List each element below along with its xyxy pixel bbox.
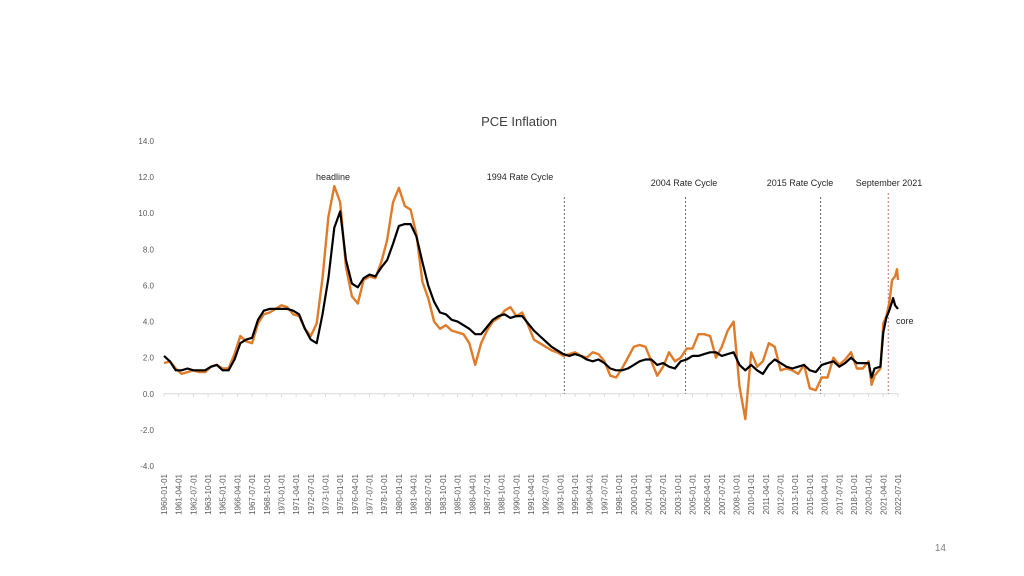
x-tick-label: 2002-07-01	[659, 473, 668, 514]
x-tick-label: 2010-01-01	[747, 473, 756, 514]
x-tick-label: 1963-10-01	[204, 473, 213, 514]
annotations: headline 1994 Rate Cycle 2004 Rate Cycle…	[316, 172, 922, 326]
y-tick-label: -2.0	[140, 426, 154, 435]
x-tick-label: 2017-07-01	[835, 473, 844, 514]
x-tick-label: 1981-04-01	[410, 473, 419, 514]
x-tick-label: 1968-10-01	[263, 473, 272, 514]
core-series-line	[163, 210, 899, 379]
x-tick-label: 1975-01-01	[336, 473, 345, 514]
x-tick-label: 2000-01-01	[630, 473, 639, 514]
x-tick-label: 1976-04-01	[351, 473, 360, 514]
x-tick-label: 1980-01-01	[395, 473, 404, 514]
x-tick-label: 2021-04-01	[879, 473, 888, 514]
x-tick-label: 2008-10-01	[733, 473, 742, 514]
x-tick-label: 1991-04-01	[527, 473, 536, 514]
x-tick-label: 1997-07-01	[600, 473, 609, 514]
x-tick-label: 2007-07-01	[718, 473, 727, 514]
x-tick-label: 1961-04-01	[175, 473, 184, 514]
x-tick-label: 1967-07-01	[248, 473, 257, 514]
x-tick-label: 2006-04-01	[703, 473, 712, 514]
x-tick-label: 1972-07-01	[307, 473, 316, 514]
x-tick-label: 2015-01-01	[806, 473, 815, 514]
y-tick-label: 8.0	[143, 245, 155, 254]
x-tick-label: 1970-01-01	[277, 473, 286, 514]
x-tick-label: 1973-10-01	[321, 473, 330, 514]
y-tick-label: 10.0	[138, 209, 154, 218]
x-tick-label: 1960-01-01	[160, 473, 169, 514]
core-label: core	[896, 316, 914, 326]
series-group	[163, 184, 900, 421]
x-tick-label: 2001-04-01	[644, 473, 653, 514]
x-tick-label: 1978-10-01	[380, 473, 389, 514]
x-tick-label: 1977-07-01	[366, 473, 375, 514]
x-tick-label: 2018-10-01	[850, 473, 859, 514]
y-axis: 14.0 12.0 10.0 8.0 6.0 4.0 2.0 0.0 -2.0 -4.0	[138, 137, 154, 471]
x-tick-label: 2003-10-01	[674, 473, 683, 514]
y-tick-label: 12.0	[138, 173, 154, 182]
x-tick-label: 2005-01-01	[688, 473, 697, 514]
september-2021-label: September 2021	[856, 178, 923, 188]
x-tick-label: 1988-10-01	[498, 473, 507, 514]
x-tick-label: 1986-04-01	[468, 473, 477, 514]
rate-cycle-markers	[563, 193, 889, 394]
x-tick-label: 2012-07-01	[777, 473, 786, 514]
y-tick-label: 0.0	[143, 390, 155, 399]
x-tick-label: 1962-07-01	[189, 473, 198, 514]
x-tick-label: 2020-01-01	[865, 473, 874, 514]
x-tick-label: 2011-04-01	[762, 473, 771, 514]
x-tick-label: 2013-10-01	[791, 473, 800, 514]
headline-series-line	[163, 184, 900, 421]
x-tick-label: 1998-10-01	[615, 473, 624, 514]
rate-cycle-2004-label: 2004 Rate Cycle	[651, 178, 718, 188]
x-tick-label: 1985-01-01	[454, 473, 463, 514]
y-tick-label: -4.0	[140, 462, 154, 471]
x-tick-label: 1990-01-01	[512, 473, 521, 514]
x-tick-label: 2016-04-01	[821, 473, 830, 514]
x-tick-label: 1993-10-01	[556, 473, 565, 514]
y-tick-label: 2.0	[143, 354, 155, 363]
x-tick-label: 1987-07-01	[483, 473, 492, 514]
x-tick-label: 1992-07-01	[542, 473, 551, 514]
x-tick-label: 1971-04-01	[292, 473, 301, 514]
x-tick-label: 1966-04-01	[233, 473, 242, 514]
y-tick-label: 4.0	[143, 318, 155, 327]
headline-label: headline	[316, 172, 350, 182]
y-tick-label: 14.0	[138, 137, 154, 146]
x-axis: 1960-01-01 1961-04-01 1962-07-01 1963-10-01…	[160, 393, 903, 515]
x-tick-label: 1996-04-01	[586, 473, 595, 514]
x-tick-label: 2022-07-01	[894, 473, 903, 514]
x-tick-label: 1995-01-01	[571, 473, 580, 514]
chart-title: PCE Inflation	[481, 114, 557, 129]
rate-cycle-2015-label: 2015 Rate Cycle	[767, 178, 834, 188]
x-tick-label: 1982-07-01	[424, 473, 433, 514]
rate-cycle-1994-label: 1994 Rate Cycle	[487, 172, 554, 182]
page-number: 14	[934, 543, 946, 554]
x-tick-label: 1983-10-01	[439, 473, 448, 514]
x-tick-label: 1965-01-01	[219, 473, 228, 514]
y-tick-label: 6.0	[143, 281, 155, 290]
